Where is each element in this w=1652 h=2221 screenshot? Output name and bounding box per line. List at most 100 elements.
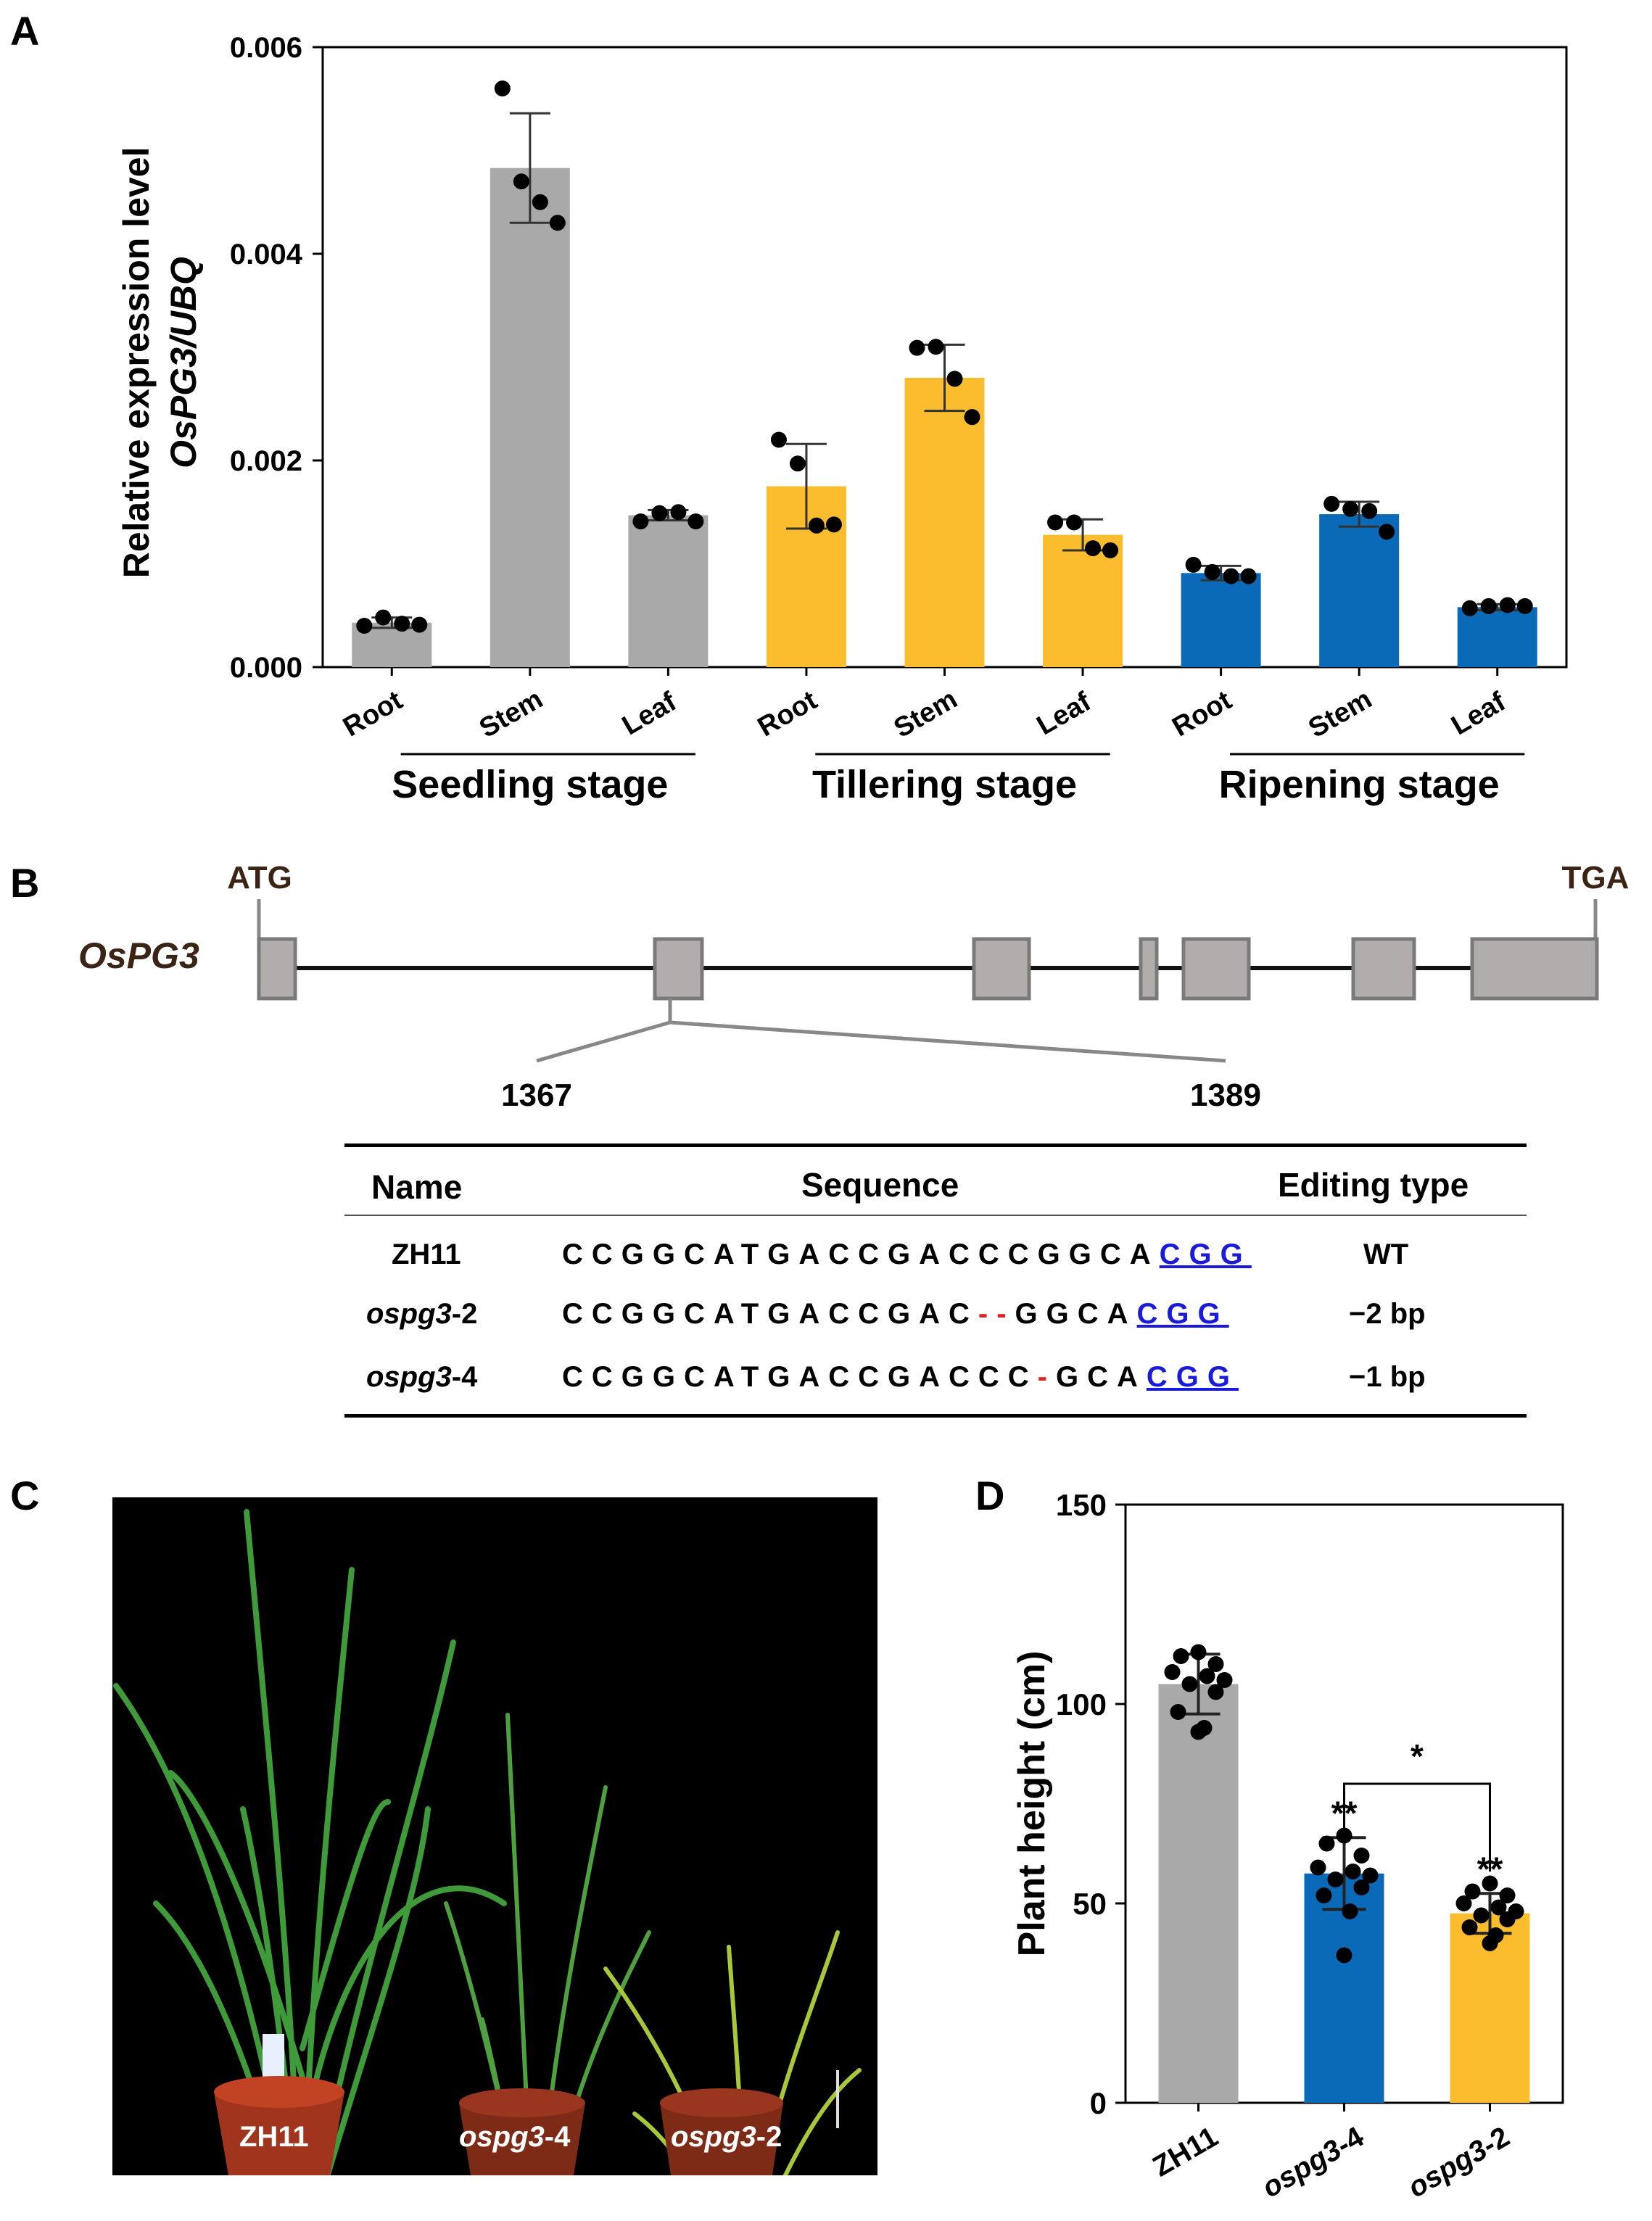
exon-4 [1139, 937, 1159, 1001]
data-point [494, 80, 511, 96]
comparison-label: * [1411, 1737, 1424, 1775]
x-tick-label: Stem [1303, 684, 1376, 744]
data-point [1353, 1848, 1370, 1864]
pam-site: CGG [1136, 1298, 1229, 1330]
label-name: ospg3 [671, 2121, 756, 2153]
data-point [1516, 597, 1533, 614]
bar [1181, 573, 1261, 667]
label-suffix: -4 [544, 2121, 571, 2153]
atg-label: ATG [227, 860, 292, 896]
y-tick-label: 0 [1090, 2086, 1107, 2120]
row-sequence: CCGGCATGACCGAC--GGCACGG [562, 1298, 1229, 1331]
table-row: ospg3-2 [366, 1298, 477, 1331]
header-sequence: Sequence [801, 1166, 959, 1204]
data-point [1170, 1704, 1186, 1720]
group-label: Seedling stage [392, 763, 668, 806]
bar [628, 515, 709, 667]
header-editing-type: Editing type [1278, 1166, 1469, 1204]
y-tick-label: 150 [1056, 1488, 1107, 1522]
data-point [1362, 1867, 1379, 1884]
table-row: ospg3-4 [366, 1361, 477, 1394]
data-point [1455, 1895, 1472, 1911]
data-point [1207, 1656, 1224, 1672]
zoom-left [536, 1020, 671, 1063]
seq-tail: GGCA [1015, 1298, 1137, 1330]
table-top-rule [344, 1143, 1527, 1147]
row-name: ospg3 [366, 1361, 452, 1393]
data-point [1499, 1887, 1516, 1903]
data-point [1102, 542, 1119, 558]
data-point [632, 513, 649, 530]
data-point [356, 618, 373, 634]
x-tick-label: Leaf [617, 687, 682, 742]
row-name: ospg3 [366, 1298, 452, 1330]
data-point [1353, 1879, 1370, 1895]
photo-label-ospg3-4: ospg3-4 [459, 2121, 570, 2154]
data-point [1216, 1672, 1233, 1688]
y-axis-label-2: OsPG3/UBQ [163, 257, 204, 468]
row-editing-type: −1 bp [1349, 1361, 1426, 1393]
data-point [1379, 524, 1395, 540]
data-point [1482, 1935, 1498, 1951]
data-point [1316, 1887, 1332, 1903]
row-sequence: CCGGCATGACCGACCC-GCACGG [562, 1361, 1239, 1394]
data-point [549, 215, 566, 231]
table-row: ZH11 [392, 1238, 461, 1271]
bar [490, 167, 570, 668]
zoom-right [669, 1020, 1226, 1063]
plant-photo-drawing [113, 1509, 862, 2175]
y-tick-label: 0.006 [230, 32, 302, 64]
bar [1158, 1684, 1239, 2103]
data-point [770, 431, 787, 448]
y-tick-label: 0.002 [230, 445, 302, 477]
data-point [808, 517, 825, 534]
pos-end-label: 1389 [1190, 1078, 1261, 1113]
data-point [1173, 1648, 1189, 1664]
photo-label-zh11: ZH11 [239, 2121, 309, 2154]
data-point [964, 409, 980, 426]
y-tick-label: 0.004 [230, 239, 303, 270]
data-point [1185, 556, 1202, 573]
data-point [411, 616, 428, 633]
data-point [1499, 597, 1516, 613]
data-point [789, 455, 806, 472]
data-point [513, 173, 529, 190]
y-tick-label: 50 [1073, 1887, 1107, 1921]
seq-main: CCGGCATGACCGAC [562, 1298, 978, 1330]
label-suffix: -2 [756, 2121, 782, 2153]
x-tick-label: ospg3-4 [1257, 2120, 1369, 2204]
data-point [1190, 1724, 1207, 1740]
data-point [651, 505, 668, 521]
x-tick-label: Stem [889, 684, 962, 744]
seq-main: CCGGCATGACCGACCC [562, 1361, 1038, 1393]
x-tick-label: Leaf [1446, 687, 1511, 742]
header-name: Name [371, 1168, 463, 1206]
data-point [1336, 1827, 1352, 1844]
plant-photo: ZH11 ospg3-4 ospg3-2 [112, 1497, 877, 2175]
comparison-bracket [1343, 1782, 1491, 1871]
row-sequence: CCGGCATGACCGACCCGGCACGG [562, 1238, 1252, 1271]
data-point [1181, 1676, 1198, 1692]
data-point [1336, 1947, 1352, 1964]
data-point [1361, 502, 1378, 519]
data-point [1345, 1864, 1361, 1879]
data-point [1223, 568, 1239, 584]
data-point [1323, 495, 1340, 512]
data-point [394, 616, 410, 632]
row-name-suffix: -2 [451, 1298, 478, 1330]
data-point [1204, 563, 1221, 580]
panel-c-letter: C [10, 1473, 40, 1518]
data-point [825, 516, 842, 533]
data-point [1461, 1919, 1478, 1935]
data-point [1480, 597, 1497, 614]
x-tick-label: Stem [474, 684, 548, 744]
pam-site: CGG [1159, 1238, 1252, 1270]
data-point [1342, 1903, 1358, 1919]
data-point [532, 194, 548, 210]
row-editing-type: −2 bp [1349, 1298, 1426, 1330]
x-tick-label: Root [753, 685, 822, 743]
photo-label-ospg3-2: ospg3-2 [671, 2121, 782, 2154]
data-point [1190, 1644, 1207, 1660]
seq-tail: GCA [1056, 1361, 1147, 1393]
